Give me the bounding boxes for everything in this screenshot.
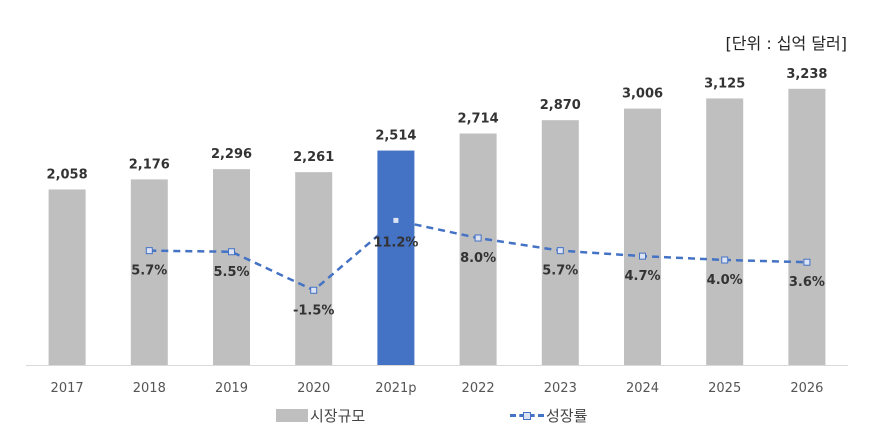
bar-value-label-2017: 2,058 <box>47 167 88 182</box>
bar-2024 <box>624 108 661 366</box>
bar-value-label-2018: 2,176 <box>129 157 170 172</box>
growth-rate-marker-2021p <box>392 216 400 224</box>
growth-rate-marker-2023 <box>556 247 564 255</box>
growth-rate-marker-2019 <box>228 248 235 256</box>
growth-rate-marker-2024 <box>639 252 646 260</box>
x-tick-2019: 2019 <box>215 381 248 396</box>
bar-2017 <box>48 189 86 365</box>
legend-item-market-size: 시장규모 <box>276 405 365 426</box>
growth-rate-label-2026: 3.6% <box>789 275 825 290</box>
bar-value-label-2019: 2,296 <box>211 147 252 162</box>
bar-value-label-2025: 3,125 <box>704 76 745 91</box>
legend-bar-swatch <box>276 409 308 422</box>
growth-rate-label-2022: 8.0% <box>460 251 496 266</box>
bar-2026 <box>788 88 826 366</box>
bar-value-label-2026: 3,238 <box>786 67 827 82</box>
bar-2018 <box>130 179 168 365</box>
x-tick-2018: 2018 <box>133 381 166 396</box>
growth-rate-marker-2018 <box>145 247 153 255</box>
growth-rate-label-2023: 5.7% <box>542 264 578 279</box>
bar-2022 <box>459 133 497 365</box>
unit-label: [단위 : 십억 달러] <box>725 34 847 53</box>
bar-value-label-2023: 2,870 <box>540 98 581 113</box>
growth-rate-label-2020: -1.5% <box>293 303 334 318</box>
bar-2023 <box>541 120 579 366</box>
x-tick-2023: 2023 <box>544 381 577 396</box>
x-tick-2025: 2025 <box>708 381 741 396</box>
growth-rate-label-2019: 5.5% <box>213 265 249 280</box>
growth-rate-label-2024: 4.7% <box>624 269 660 284</box>
growth-rate-label-2021p: 11.2% <box>373 235 418 250</box>
legend-label-growth-rate: 성장률 <box>546 407 588 425</box>
x-tick-2020: 2020 <box>297 381 330 396</box>
growth-rate-marker-2022 <box>474 234 482 242</box>
bar-value-label-2021p: 2,514 <box>375 129 416 144</box>
bar-value-label-2024: 3,006 <box>622 87 663 102</box>
bar-2019 <box>213 169 250 365</box>
x-tick-2021p: 2021p <box>375 381 416 396</box>
growth-rate-label-2018: 5.7% <box>131 264 167 279</box>
bar-value-label-2020: 2,261 <box>293 150 334 165</box>
legend: 시장규모 성장률 <box>0 405 875 431</box>
bar-2021p <box>377 150 415 365</box>
legend-item-growth-rate: 성장률 <box>510 405 587 426</box>
growth-rate-marker-2020 <box>310 286 318 294</box>
bar-value-label-2022: 2,714 <box>458 111 499 126</box>
x-tick-2022: 2022 <box>462 381 495 396</box>
bar-2025 <box>706 98 744 365</box>
growth-rate-label-2025: 4.0% <box>707 273 743 288</box>
legend-label-market-size: 시장규모 <box>310 407 366 425</box>
x-tick-2026: 2026 <box>790 381 823 396</box>
growth-rate-marker-2026 <box>803 258 811 266</box>
bar-2020 <box>295 172 333 365</box>
x-tick-2017: 2017 <box>51 381 84 396</box>
legend-line-swatch <box>510 409 544 422</box>
x-tick-2024: 2024 <box>626 381 659 396</box>
growth-rate-marker-2025 <box>721 256 729 264</box>
